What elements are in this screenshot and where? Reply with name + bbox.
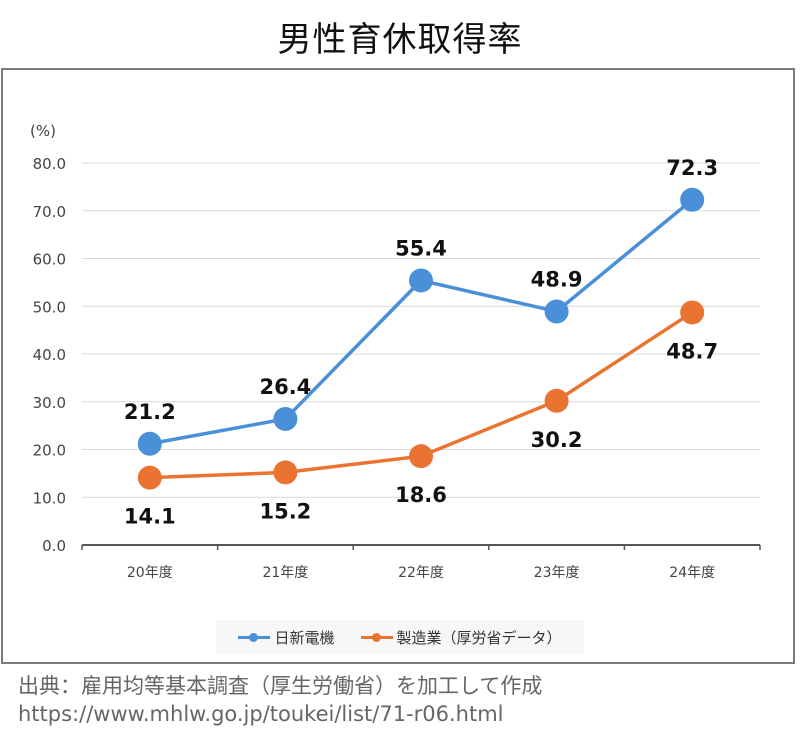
data-point [273,460,298,485]
y-tick-label: 30.0 [33,394,66,412]
legend-swatch-blue [238,631,271,643]
y-tick-label: 80.0 [33,155,66,173]
data-point [137,431,162,456]
data-point [544,299,569,324]
data-point [137,465,162,490]
y-tick-label: 40.0 [33,346,66,364]
source-url[interactable]: https://www.mhlw.go.jp/toukei/list/71-r0… [18,702,504,726]
data-label: 14.1 [124,505,176,529]
legend-swatch-orange [360,631,393,643]
x-tick-label: 23年度 [534,565,580,581]
x-tick-label: 22年度 [398,565,444,581]
chart-frame [1,68,795,664]
y-tick-label: 20.0 [33,442,66,460]
data-label: 48.7 [666,339,718,363]
data-label: 18.6 [395,483,447,507]
data-point [680,187,705,212]
data-label: 72.3 [666,156,718,180]
data-label: 48.9 [531,268,583,292]
data-label: 21.2 [124,400,176,424]
data-label: 26.4 [259,375,311,399]
y-tick-label: 0.0 [42,537,66,555]
y-tick-label: 10.0 [33,489,66,507]
data-point [409,268,433,293]
x-tick-label: 20年度 [127,565,173,581]
source-note: 出典：雇用均等基本調査（厚生労働省）を加工して作成 https://www.mh… [18,672,542,728]
data-label: 55.4 [395,236,447,260]
data-point [680,300,705,325]
x-tick-label: 24年度 [669,565,715,581]
data-label: 30.2 [531,428,583,452]
y-axis-unit: (%) [30,122,56,140]
legend-item-nissin: 日新電機 [238,627,335,648]
y-tick-label: 70.0 [33,203,66,221]
chart-legend: 日新電機 製造業（厚労省データ） [216,620,584,654]
legend-label: 製造業（厚労省データ） [396,628,562,647]
data-label: 15.2 [259,499,311,523]
data-point [409,444,433,469]
legend-label: 日新電機 [274,628,335,647]
x-tick-label: 21年度 [262,565,308,581]
source-citation: 出典：雇用均等基本調査（厚生労働省）を加工して作成 [18,674,543,698]
data-point [273,406,298,431]
data-point [544,388,569,413]
legend-item-manufacturing: 製造業（厚労省データ） [360,627,562,648]
chart-title: 男性育休取得率 [277,20,523,60]
y-tick-label: 60.0 [33,251,66,269]
y-tick-label: 50.0 [33,298,66,316]
